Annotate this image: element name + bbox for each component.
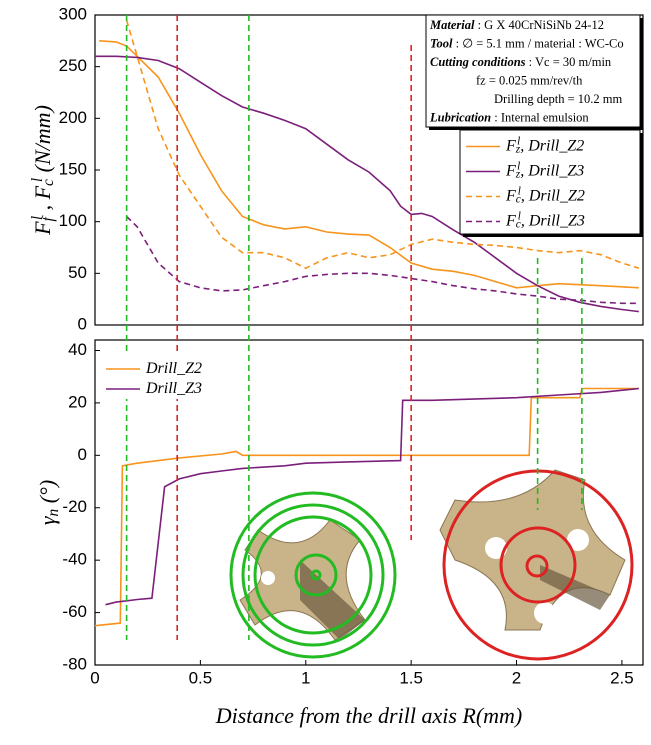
text-part: , Drill_Z3 — [521, 212, 585, 229]
text-part: , F — [30, 185, 55, 216]
y-axis-label: Ffl , Fcl (N/mm) — [29, 105, 57, 236]
info-line: fz = 0.025 mm/rev/th — [476, 73, 583, 87]
info-label: Tool — [430, 36, 453, 50]
text-part: , Drill_Z3 — [520, 162, 584, 179]
x-tick-label: 2 — [512, 668, 521, 687]
y-tick-label: 0 — [78, 314, 87, 333]
drill-illustration-z2 — [229, 491, 397, 659]
info-text: : ∅ = 5.1 mm / material : WC-Co — [452, 36, 623, 50]
text-part: l — [29, 178, 46, 182]
text-part: z — [515, 143, 521, 155]
info-text: : G X 40CrNiSiNb 24-12 — [474, 18, 604, 32]
text-part: z — [515, 168, 521, 180]
data-line — [126, 215, 639, 305]
text-part: l — [518, 185, 521, 197]
info-line: Drilling depth = 10.2 mm — [494, 92, 622, 106]
x-tick-label: 0 — [90, 668, 99, 687]
plot-frame — [94, 339, 644, 666]
x-tick-label: 1 — [301, 668, 310, 687]
text-part: , Drill_Z2 — [521, 187, 585, 204]
text-part: c — [516, 218, 521, 230]
y-tick-label: 0 — [78, 445, 87, 464]
info-label: Material — [429, 18, 475, 32]
text-part: γ — [35, 515, 60, 525]
legend-label: Drill_Z3 — [145, 380, 202, 397]
x-tick-label: 0.5 — [189, 668, 213, 687]
info-label: Lubrication — [429, 110, 491, 124]
legend-label: Fcl, Drill_Z3 — [505, 210, 585, 230]
text-part: l — [518, 210, 521, 222]
legend-label: Fzl, Drill_Z2 — [505, 135, 584, 155]
info-text: fz = 0.025 mm/rev/th — [476, 73, 583, 87]
y-tick-label: 250 — [59, 56, 87, 75]
text-part: Drill_Z2 — [145, 360, 202, 377]
text-part: f — [40, 214, 57, 221]
drill-illustration-z3 — [439, 469, 634, 661]
legend-label: Drill_Z2 — [145, 360, 202, 377]
legend-box — [100, 355, 240, 399]
text-part: l — [29, 216, 46, 220]
x-tick-label: 1.5 — [399, 668, 423, 687]
y-tick-label: 100 — [59, 211, 87, 230]
text-part: c — [516, 193, 521, 205]
info-line: Cutting conditions : Vc = 30 m/min — [430, 55, 612, 69]
y-tick-label: 40 — [68, 340, 87, 359]
y-tick-label: 300 — [59, 4, 87, 23]
text-part: F — [30, 221, 55, 236]
info-line: Lubrication : Internal emulsion — [429, 110, 589, 124]
legend-label: Fcl, Drill_Z2 — [505, 185, 585, 205]
data-line — [95, 55, 639, 313]
info-line: Material : G X 40CrNiSiNb 24-12 — [429, 18, 604, 32]
y-tick-label: 150 — [59, 159, 87, 178]
info-text: : Internal emulsion — [491, 110, 589, 124]
y-tick-label: -60 — [62, 602, 87, 621]
y-axis-label: γn (°) — [35, 480, 62, 525]
text-part: (°) — [35, 480, 60, 509]
info-text: : Vc = 30 m/min — [526, 55, 612, 69]
x-tick-label: 2.5 — [610, 668, 634, 687]
text-part: , Drill_Z2 — [520, 137, 584, 154]
y-tick-label: 20 — [68, 392, 87, 411]
info-label: Cutting conditions — [430, 55, 526, 69]
text-part: F — [505, 137, 516, 154]
text-part: F — [505, 212, 516, 229]
legend-box — [459, 129, 641, 235]
text-part: F — [505, 187, 516, 204]
text-part: l — [517, 135, 520, 147]
info-text: Drilling depth = 10.2 mm — [494, 92, 622, 106]
text-part: F — [505, 162, 516, 179]
text-part: (N/mm) — [30, 105, 55, 178]
x-axis-label: Distance from the drill axis R(mm) — [215, 703, 523, 728]
text-part: n — [45, 508, 62, 516]
y-tick-label: -80 — [62, 654, 87, 673]
info-line: Tool : ∅ = 5.1 mm / material : WC-Co — [430, 36, 624, 50]
y-tick-label: 50 — [68, 263, 87, 282]
text-part: l — [517, 160, 520, 172]
data-line — [94, 387, 639, 627]
text-part: c — [40, 179, 57, 186]
legend-label: Fzl, Drill_Z3 — [505, 160, 584, 180]
data-line — [105, 387, 639, 606]
y-tick-label: 200 — [59, 108, 87, 127]
data-line — [99, 40, 639, 289]
y-tick-label: -40 — [62, 550, 87, 569]
info-box — [425, 14, 641, 128]
y-tick-label: -20 — [62, 497, 87, 516]
text-part: Drill_Z3 — [145, 380, 202, 397]
